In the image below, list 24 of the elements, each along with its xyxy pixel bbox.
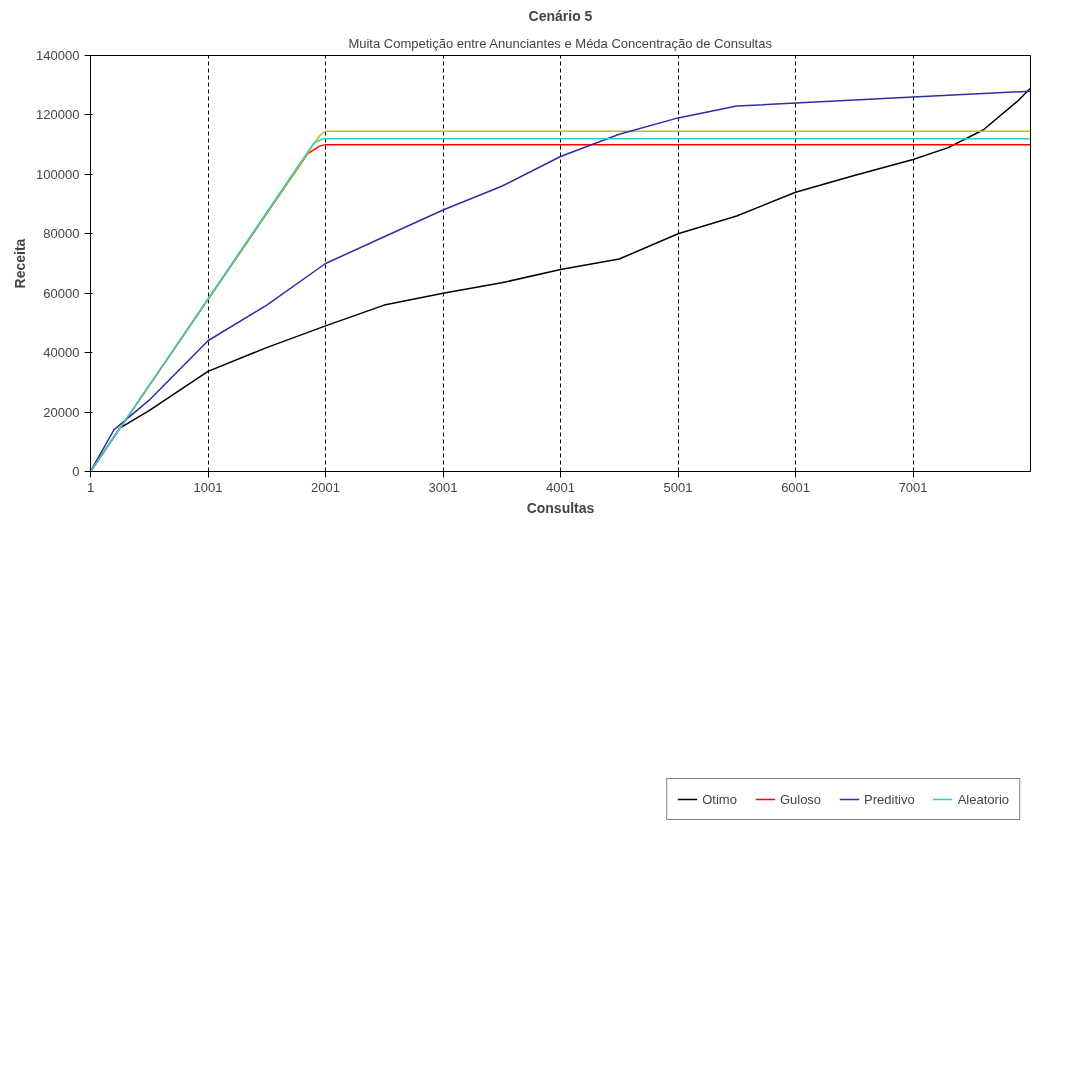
x-tick-label: 1 xyxy=(86,479,95,495)
y-tick-label: 40000 xyxy=(43,345,80,361)
x-tick-label: 2001 xyxy=(311,479,340,495)
y-axis-title: Receita xyxy=(12,238,29,289)
x-tick-label: 4001 xyxy=(546,479,576,495)
x-tick-label: 3001 xyxy=(428,479,458,495)
chart-subtitle: Muita Competição entre Anunciantes e Méda Concentração de Consultas xyxy=(348,35,773,51)
chart-title: Cenário 5 xyxy=(528,7,593,24)
y-tick-label: 0 xyxy=(72,464,80,479)
x-tick-label: 1001 xyxy=(193,479,223,495)
legend-label: Preditivo xyxy=(864,791,915,807)
y-tick-label: 100000 xyxy=(36,166,80,182)
x-tick-label: 6001 xyxy=(781,479,811,495)
y-tick-label: 60000 xyxy=(43,285,80,301)
y-tick-label: 80000 xyxy=(43,226,80,242)
legend-label: Aleatorio xyxy=(957,791,1009,807)
x-tick-label: 7001 xyxy=(898,479,928,495)
y-tick-label: 140000 xyxy=(36,48,80,63)
y-tick-label: 20000 xyxy=(43,404,80,420)
x-tick-label: 5001 xyxy=(663,479,693,495)
legend-label: Otimo xyxy=(702,791,737,807)
legend-label: Guloso xyxy=(779,791,822,807)
x-axis-title: Consultas xyxy=(526,499,595,516)
y-tick-label: 120000 xyxy=(36,107,80,123)
